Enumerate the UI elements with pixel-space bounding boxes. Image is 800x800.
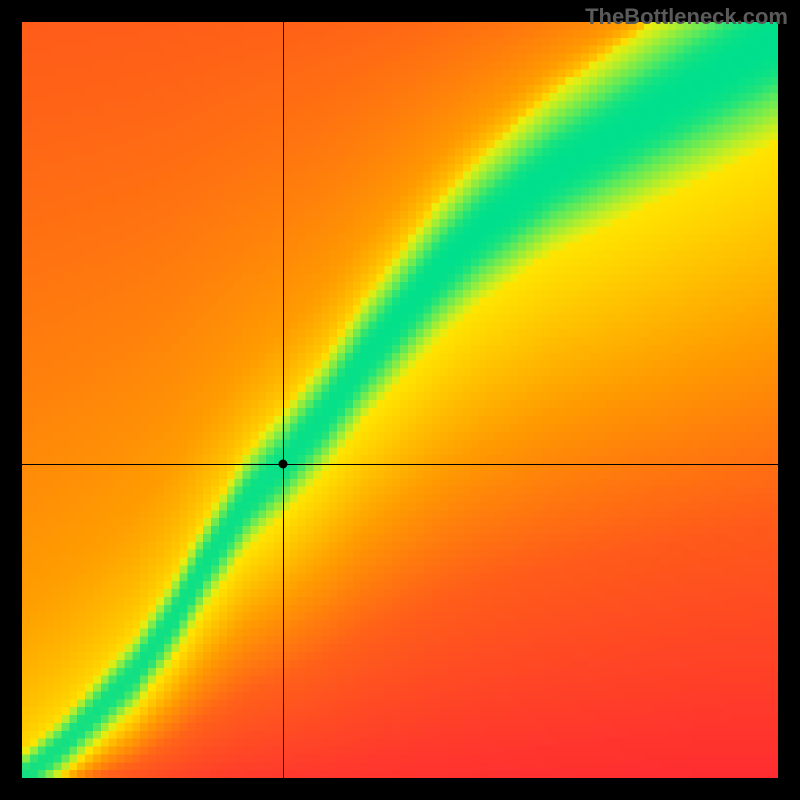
- heatmap-plot: [22, 22, 778, 778]
- crosshair-marker: [278, 460, 287, 469]
- heatmap-canvas: [22, 22, 778, 778]
- crosshair-vertical: [283, 22, 284, 778]
- watermark-text: TheBottleneck.com: [585, 4, 788, 30]
- crosshair-horizontal: [22, 464, 778, 465]
